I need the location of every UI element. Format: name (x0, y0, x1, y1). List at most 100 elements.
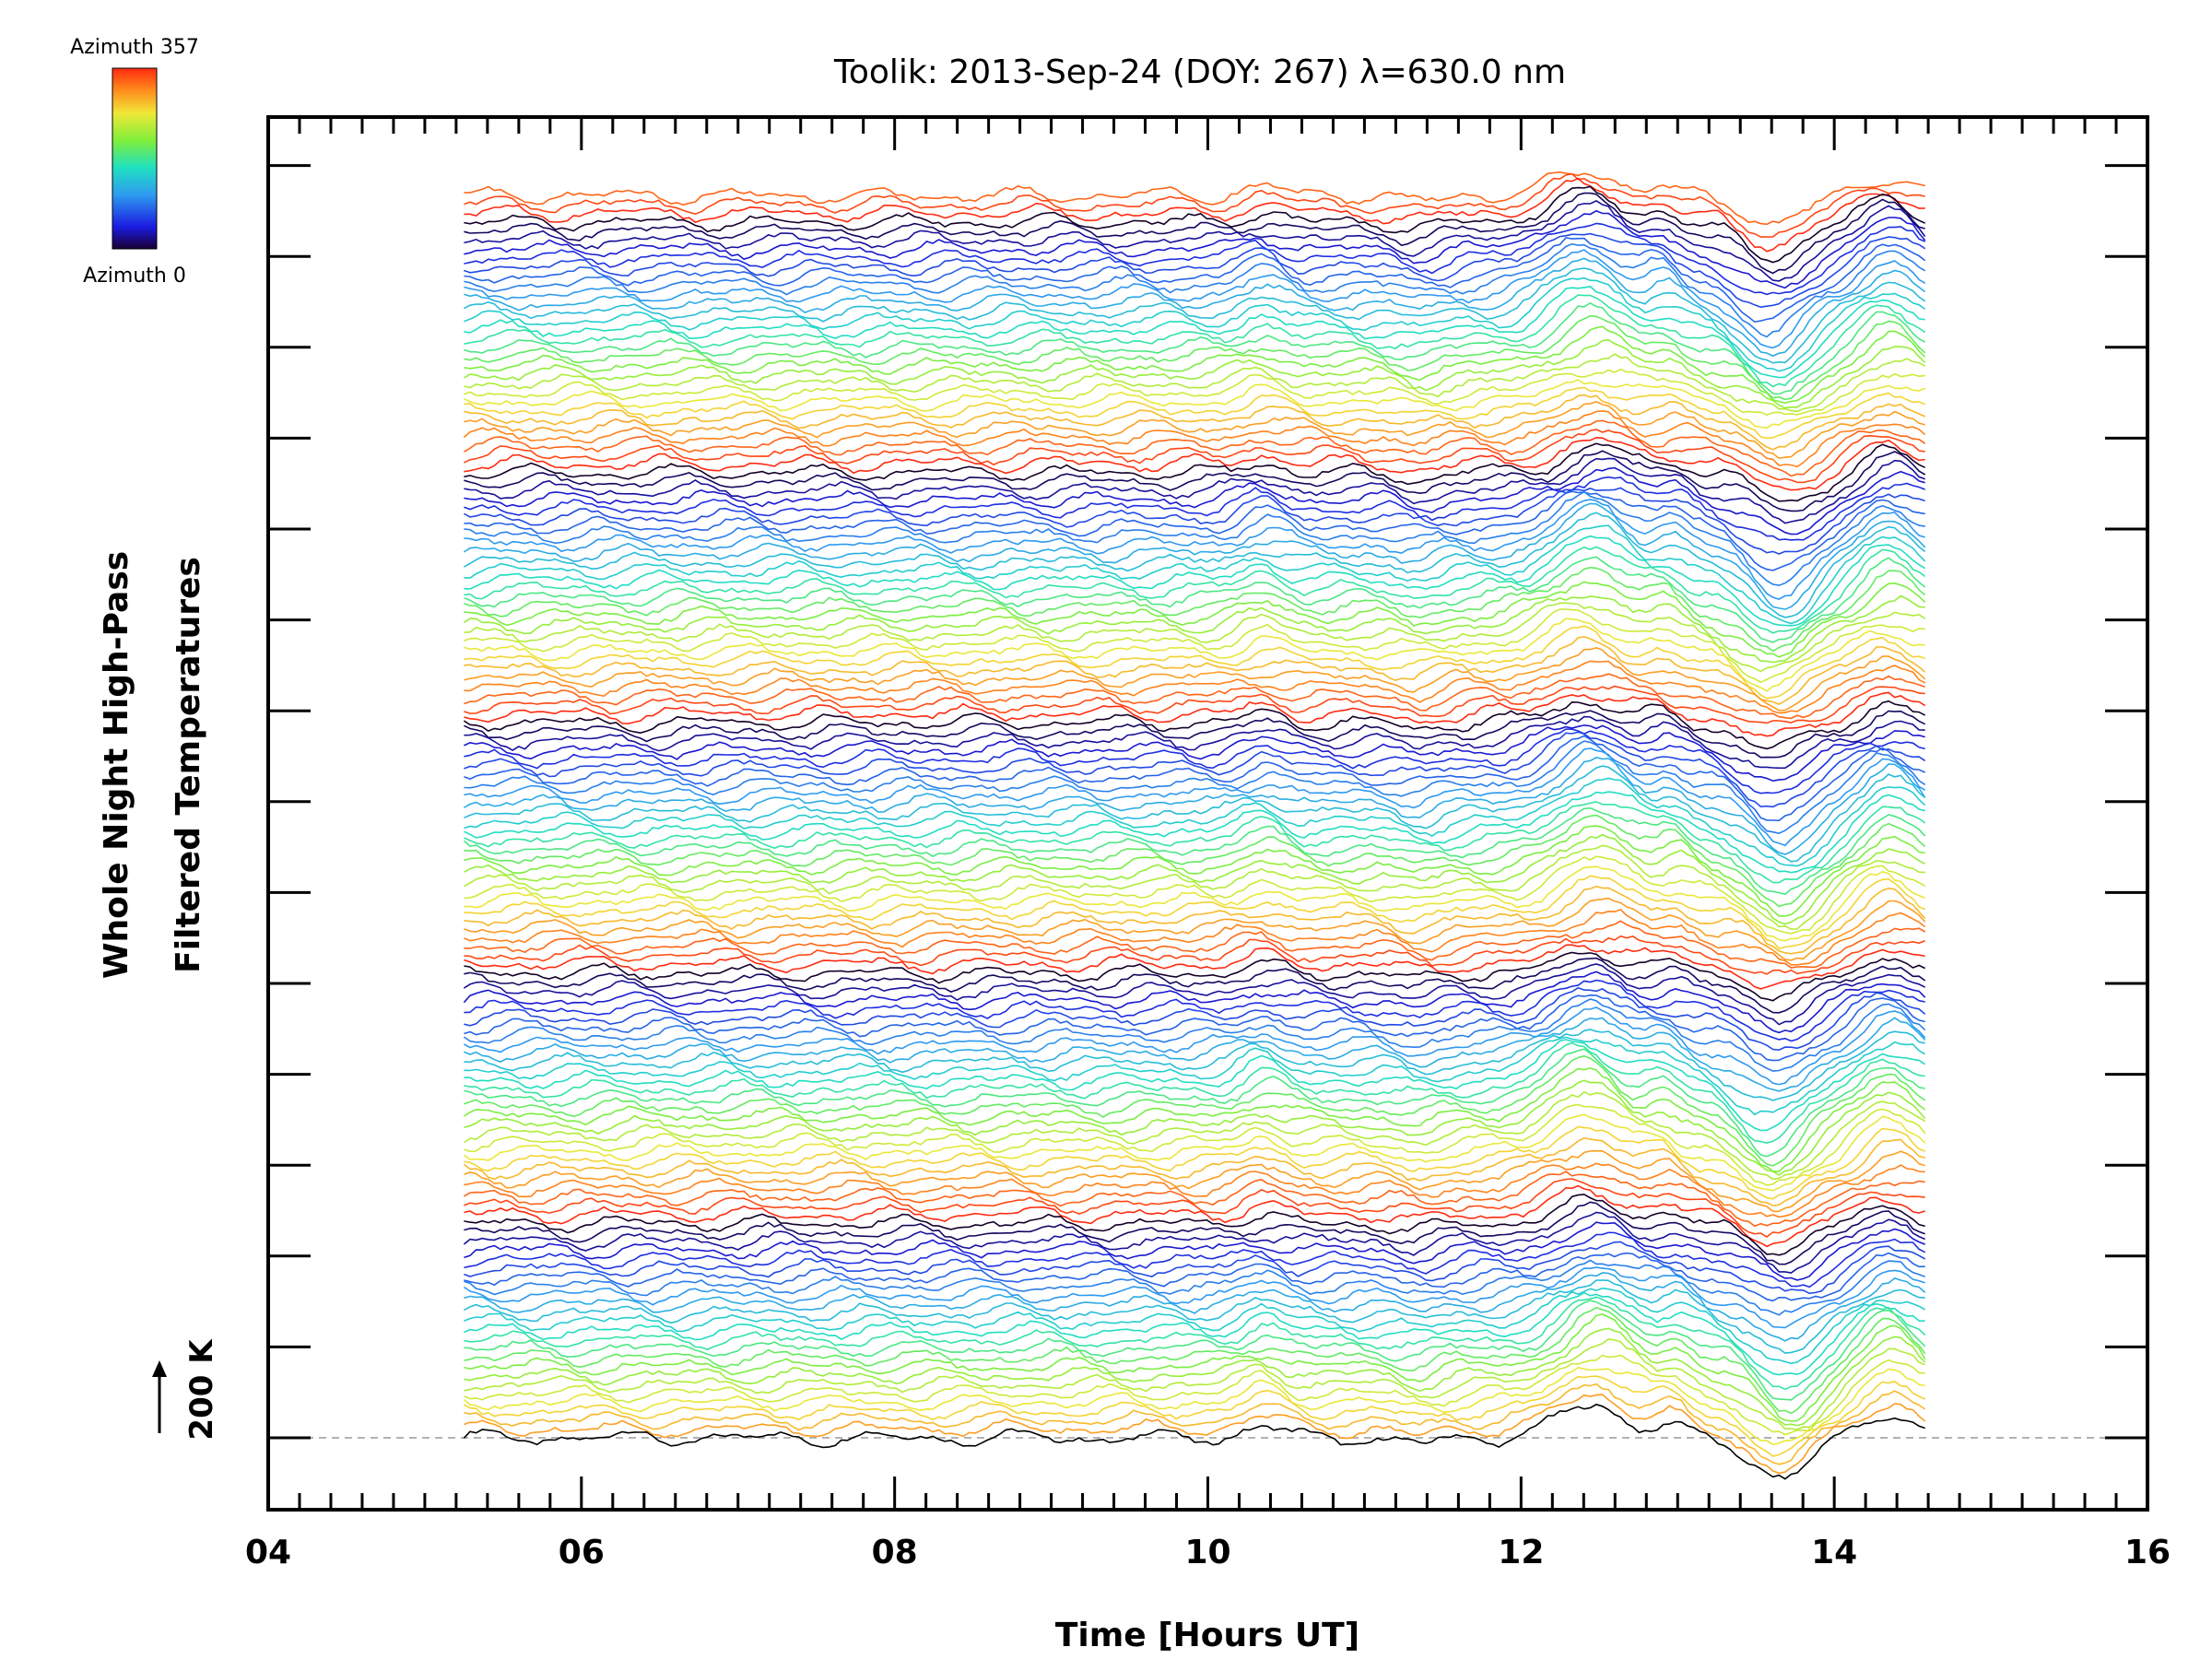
series-line (464, 524, 1926, 625)
series-line (464, 735, 1926, 822)
series-line (464, 581, 1926, 658)
series-line (464, 535, 1926, 627)
series-line (464, 1394, 1926, 1475)
series-line (464, 286, 1925, 379)
series-line (464, 1029, 1925, 1101)
series-line (464, 1201, 1925, 1265)
series-line (464, 777, 1926, 867)
chart-title: Toolik: 2013-Sep-24 (DOY: 267) λ=630.0 n… (833, 53, 1566, 91)
series-line (464, 490, 1925, 571)
series-line (464, 951, 1926, 1002)
series-line (464, 1291, 1925, 1376)
series-line (464, 436, 1925, 491)
colorbar-top-label: Azimuth 357 (70, 36, 199, 59)
series-line (464, 757, 1926, 855)
series-line (463, 806, 1926, 896)
series-line (464, 294, 1926, 388)
series-line (464, 1241, 1926, 1295)
series-line (464, 1194, 1925, 1256)
series-line (464, 199, 1926, 282)
x-tick-labels: 04 06 08 10 12 14 16 (245, 1534, 2171, 1571)
series-line (464, 512, 1926, 618)
series-line (463, 1067, 1926, 1173)
series-line (464, 222, 1926, 296)
series-line (464, 394, 1926, 451)
series-line (463, 1113, 1926, 1192)
series-line (464, 979, 1925, 1042)
series-line (464, 602, 1926, 673)
series-line (464, 1300, 1926, 1401)
series-line (464, 825, 1925, 917)
series-line (464, 724, 1925, 782)
series-line (464, 747, 1926, 847)
series-line (464, 1054, 1926, 1167)
series-line (464, 1039, 1926, 1132)
series-line (464, 401, 1925, 460)
series-line (464, 897, 1926, 961)
series-line (464, 249, 1926, 349)
series-line (464, 1338, 1925, 1430)
series-line (464, 1306, 1926, 1415)
series-line (464, 1036, 1926, 1116)
series-line (463, 419, 1926, 477)
series-line (464, 276, 1926, 372)
series-line (464, 994, 1925, 1062)
series-line (464, 1006, 1926, 1086)
x-tick-label: 10 (1184, 1534, 1230, 1571)
x-tick-label: 14 (1811, 1534, 1857, 1571)
series-line (464, 546, 1926, 634)
series-line (464, 1231, 1926, 1288)
x-tick-label: 16 (2124, 1534, 2171, 1571)
series-line (464, 731, 1926, 808)
series-line (464, 1103, 1926, 1186)
series-line (464, 1017, 1926, 1092)
series-line (464, 1287, 1926, 1365)
series-line (463, 1403, 1925, 1480)
series-line (463, 502, 1926, 610)
series-line (464, 635, 1926, 705)
series-line (463, 971, 1926, 1034)
series-line (463, 1136, 1925, 1206)
series-line (464, 368, 1925, 417)
series-line (464, 1375, 1926, 1457)
series-line (464, 1327, 1926, 1427)
series-line (464, 1178, 1925, 1238)
series-line (464, 490, 1925, 586)
scale-bar-label: 200 K (183, 1338, 220, 1441)
series-line (464, 740, 1926, 835)
series-line (464, 855, 1926, 935)
series-line (464, 457, 1925, 524)
series-line (464, 192, 1925, 275)
series-line (464, 1125, 1925, 1200)
series-line (463, 410, 1926, 468)
series-line (464, 209, 1926, 289)
series-line (463, 1211, 1926, 1274)
series-line (464, 1149, 1925, 1213)
series-line (464, 673, 1925, 720)
colorbar (112, 67, 158, 250)
y-axis-label-line2: Filtered Temperatures (170, 557, 207, 973)
series-line (464, 325, 1926, 405)
series-line (464, 685, 1925, 724)
series-line (464, 1313, 1926, 1422)
series-line (464, 1354, 1925, 1436)
x-tick-label: 12 (1498, 1534, 1544, 1571)
series-line (464, 338, 1926, 409)
series-line (464, 379, 1926, 429)
series-line (464, 242, 1926, 338)
tick-group (266, 117, 2149, 1510)
series-line (464, 301, 1926, 395)
series-line (464, 920, 1926, 969)
series-line (464, 267, 1926, 364)
series-line (464, 875, 1926, 949)
series-line (464, 1259, 1925, 1316)
series-line (464, 608, 1925, 684)
series-line (464, 801, 1926, 884)
series-line (464, 660, 1926, 714)
series-line (464, 728, 1925, 794)
series-line (463, 594, 1925, 664)
series-line (464, 177, 1925, 253)
series-line (464, 386, 1926, 440)
